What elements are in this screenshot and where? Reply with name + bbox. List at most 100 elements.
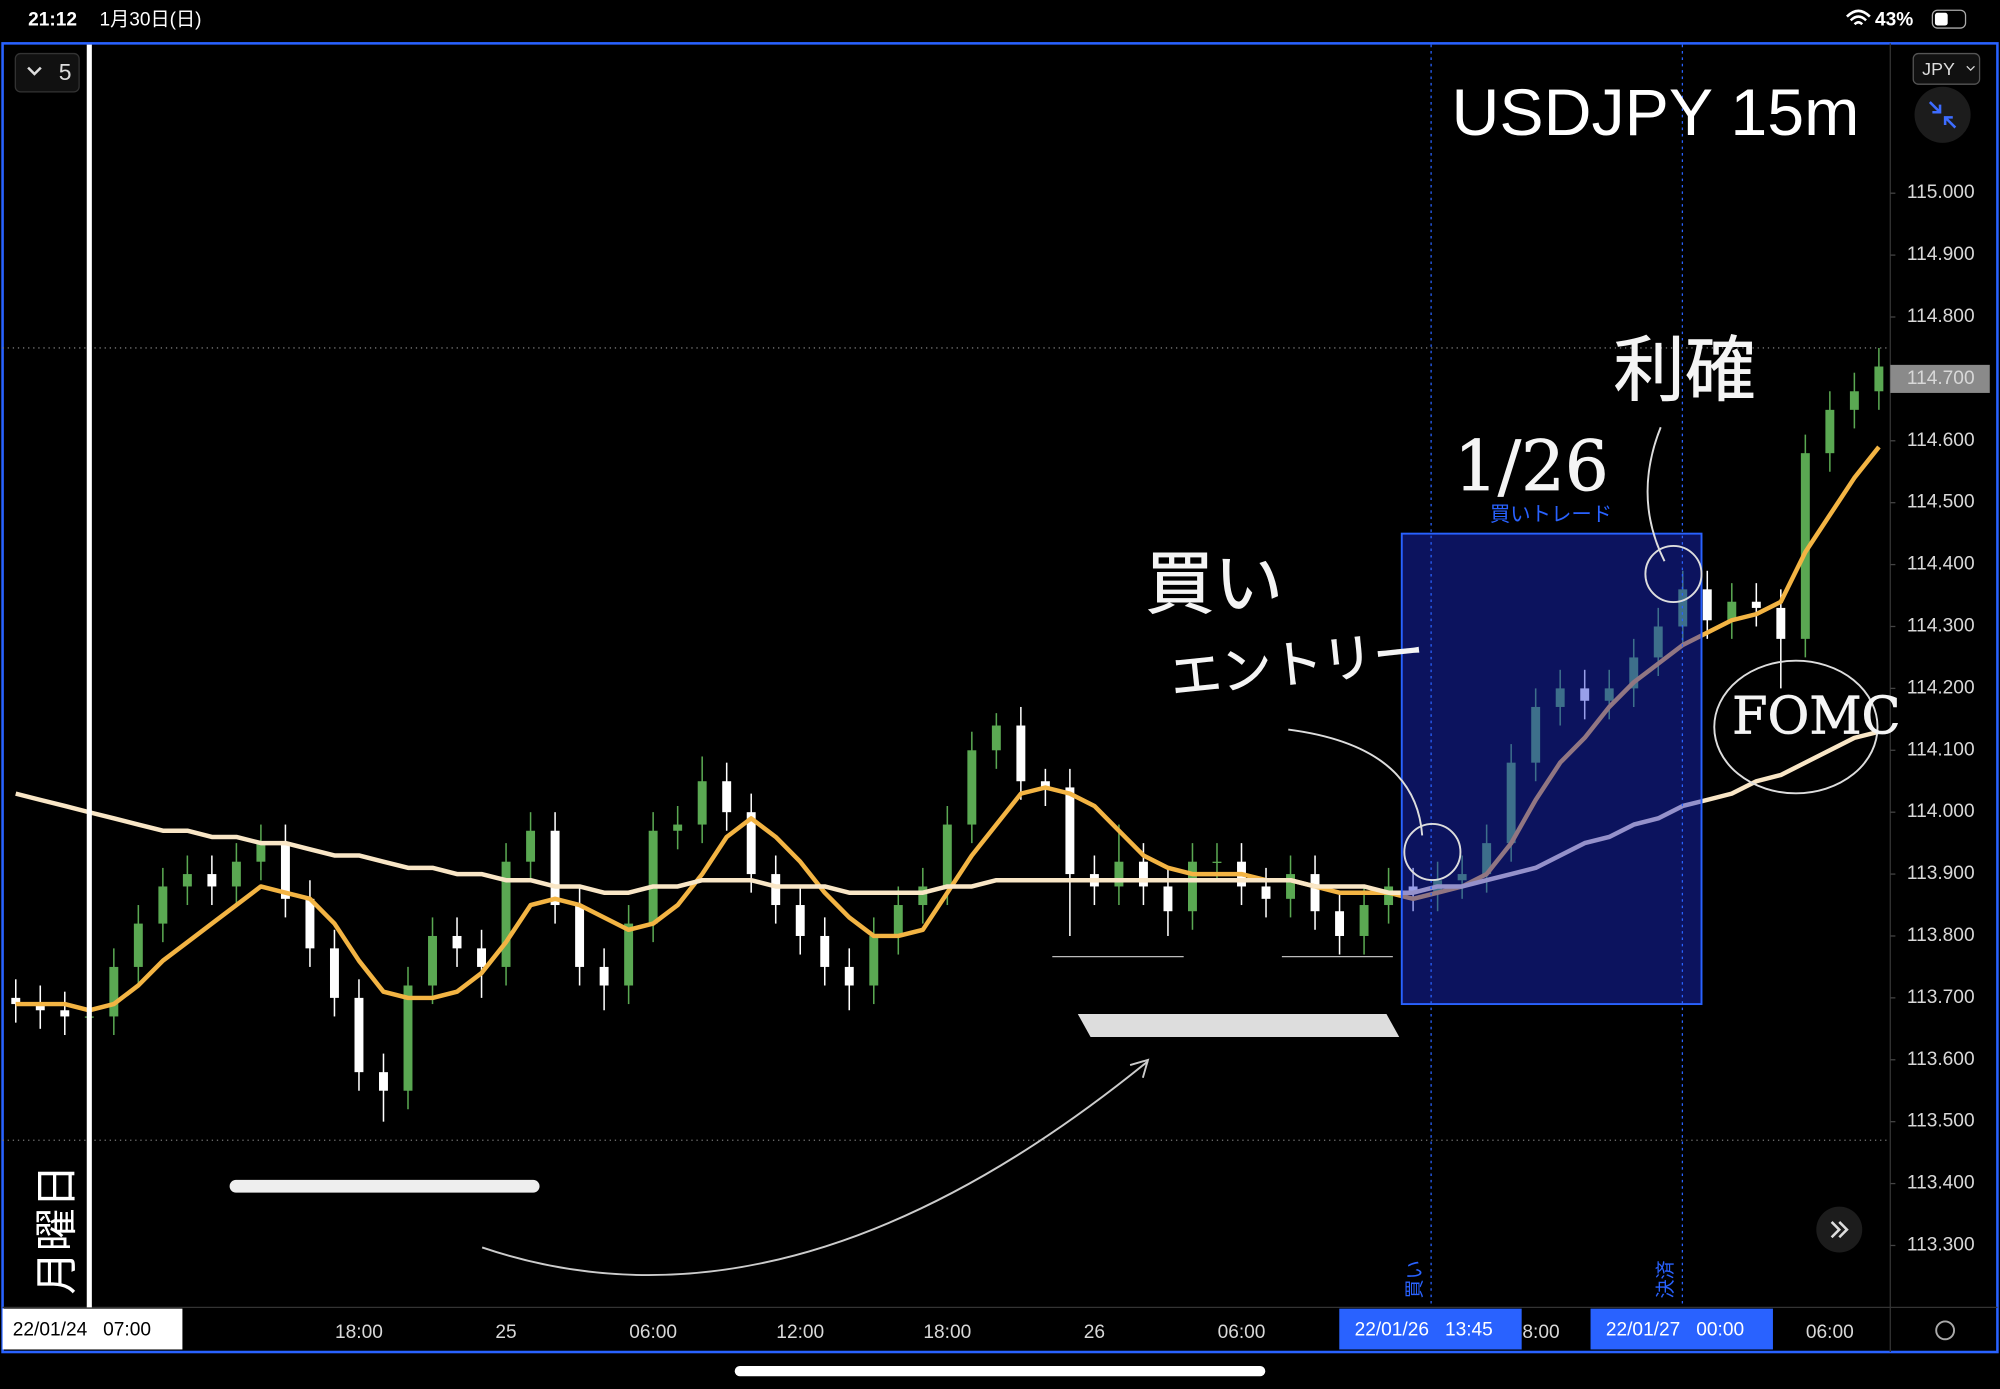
candle-body xyxy=(158,886,168,924)
candle-body xyxy=(844,966,854,986)
trade-box xyxy=(1400,532,1703,1006)
candle-body xyxy=(452,935,462,949)
crosshair-label: 22/01/26 13:45 xyxy=(1355,1319,1493,1340)
collapse-icon xyxy=(1928,101,1957,129)
arrow xyxy=(481,1060,1149,1276)
candle-body xyxy=(893,905,903,936)
candle-body xyxy=(501,861,511,967)
y-tick-label: 114.900 xyxy=(1907,244,1975,265)
collapse-button[interactable] xyxy=(1914,86,1971,143)
candle-body xyxy=(1482,843,1492,875)
home-indicator xyxy=(734,1366,1266,1377)
candle-body xyxy=(11,997,21,1005)
x-tick-label: 18:00 xyxy=(335,1322,383,1343)
y-tick-label: 113.800 xyxy=(1907,925,1975,946)
candle-body xyxy=(1138,861,1148,887)
candle-body xyxy=(1849,391,1859,410)
candle-body xyxy=(550,830,560,906)
handwritten-note: 買い xyxy=(1145,544,1283,624)
candle-body xyxy=(1016,725,1026,782)
x-tick-label: 06:00 xyxy=(1218,1322,1266,1343)
y-tick-label: 113.500 xyxy=(1907,1111,1975,1132)
y-tick-label: 114.200 xyxy=(1907,677,1975,698)
y-tick-label: 113.700 xyxy=(1907,987,1975,1008)
x-tick-label: 12:00 xyxy=(776,1322,824,1343)
candle-body xyxy=(182,874,192,887)
candle-body xyxy=(771,874,781,906)
candle-body xyxy=(1212,861,1222,863)
candle-body xyxy=(1261,886,1271,899)
moving-average xyxy=(15,729,1880,895)
candle-body xyxy=(1751,601,1761,608)
crosshair-label: 22/01/24 07:00 xyxy=(13,1319,151,1340)
candle-body xyxy=(428,935,437,986)
interval-count: 5 xyxy=(59,59,72,85)
battery-level: 43% xyxy=(1875,9,1913,30)
candle-body xyxy=(256,843,266,862)
crosshair-label-box xyxy=(1339,1308,1522,1350)
candle-body xyxy=(1604,688,1614,701)
handwritten-note: FOMC xyxy=(1732,688,1900,747)
candle-body xyxy=(35,1004,45,1011)
battery-icon xyxy=(1931,9,1967,29)
scroll-icon xyxy=(1830,1221,1849,1239)
candle-body xyxy=(1114,861,1124,887)
candle-body xyxy=(1457,874,1467,881)
currency-button[interactable] xyxy=(1912,52,1981,85)
y-tick-label: 114.000 xyxy=(1907,801,1975,822)
candle-body xyxy=(624,923,634,986)
candle-body xyxy=(109,966,119,1017)
y-tick-label: 114.300 xyxy=(1907,616,1975,637)
exit-marker: 決済 xyxy=(1655,1260,1677,1298)
y-tick-label: 113.300 xyxy=(1907,1235,1975,1256)
candle-body xyxy=(477,948,487,967)
y-tick-label: 114.100 xyxy=(1907,739,1975,760)
candle-body xyxy=(991,725,1001,751)
candle-body xyxy=(1384,886,1394,906)
day-label: 月曜日 xyxy=(33,1165,81,1295)
candle-body xyxy=(329,948,339,998)
candle-body xyxy=(673,824,683,831)
dropdown-chevron xyxy=(27,66,42,76)
candle-body xyxy=(305,898,315,949)
trade-box-label: 買いトレード xyxy=(1490,504,1612,526)
candle-body xyxy=(60,1010,70,1017)
axes: 06:00 18:00 06:00 26 18:00 12:00 06:00 25 18:00 1… xyxy=(335,182,1990,1343)
candle-body xyxy=(697,781,707,825)
y-tick-label: 115.000 xyxy=(1907,182,1975,203)
x-tick-label: 26 xyxy=(1084,1322,1105,1343)
interval-dropdown[interactable] xyxy=(14,52,80,93)
crosshair-label-box xyxy=(2,1308,183,1350)
candle-body xyxy=(1800,453,1810,639)
x-tick-label: 18:00 xyxy=(1512,1322,1560,1343)
candle-body xyxy=(1825,409,1835,454)
candle-body xyxy=(795,905,805,936)
moving-average xyxy=(15,445,1881,1013)
candle-body xyxy=(575,905,585,967)
candle-body xyxy=(1335,911,1345,936)
candle-body xyxy=(1506,762,1516,844)
candle-body xyxy=(1555,688,1565,707)
x-tick-label: 06:00 xyxy=(1806,1322,1854,1343)
y-tick-label: 114.800 xyxy=(1907,306,1975,327)
candle-body xyxy=(1702,589,1712,621)
currency-chevron xyxy=(1966,65,1975,72)
arrow xyxy=(1288,728,1424,836)
last-price-label: 114.700 xyxy=(1907,368,1975,389)
candle-body xyxy=(967,750,977,825)
candle-body xyxy=(1727,601,1737,621)
chart-frame xyxy=(1,42,1999,1354)
candle-body xyxy=(1874,366,1884,392)
x-tick-label: 25 xyxy=(495,1322,516,1343)
candle-body xyxy=(207,874,217,887)
crosshair-label-box xyxy=(1590,1308,1773,1350)
candle-body xyxy=(133,923,143,967)
candle-body xyxy=(1580,688,1590,701)
wifi-icon xyxy=(1846,9,1871,26)
candle-body xyxy=(1629,657,1639,689)
entry-circle xyxy=(1403,823,1462,882)
settings-button[interactable] xyxy=(1935,1320,1956,1341)
candle-body xyxy=(599,966,609,986)
